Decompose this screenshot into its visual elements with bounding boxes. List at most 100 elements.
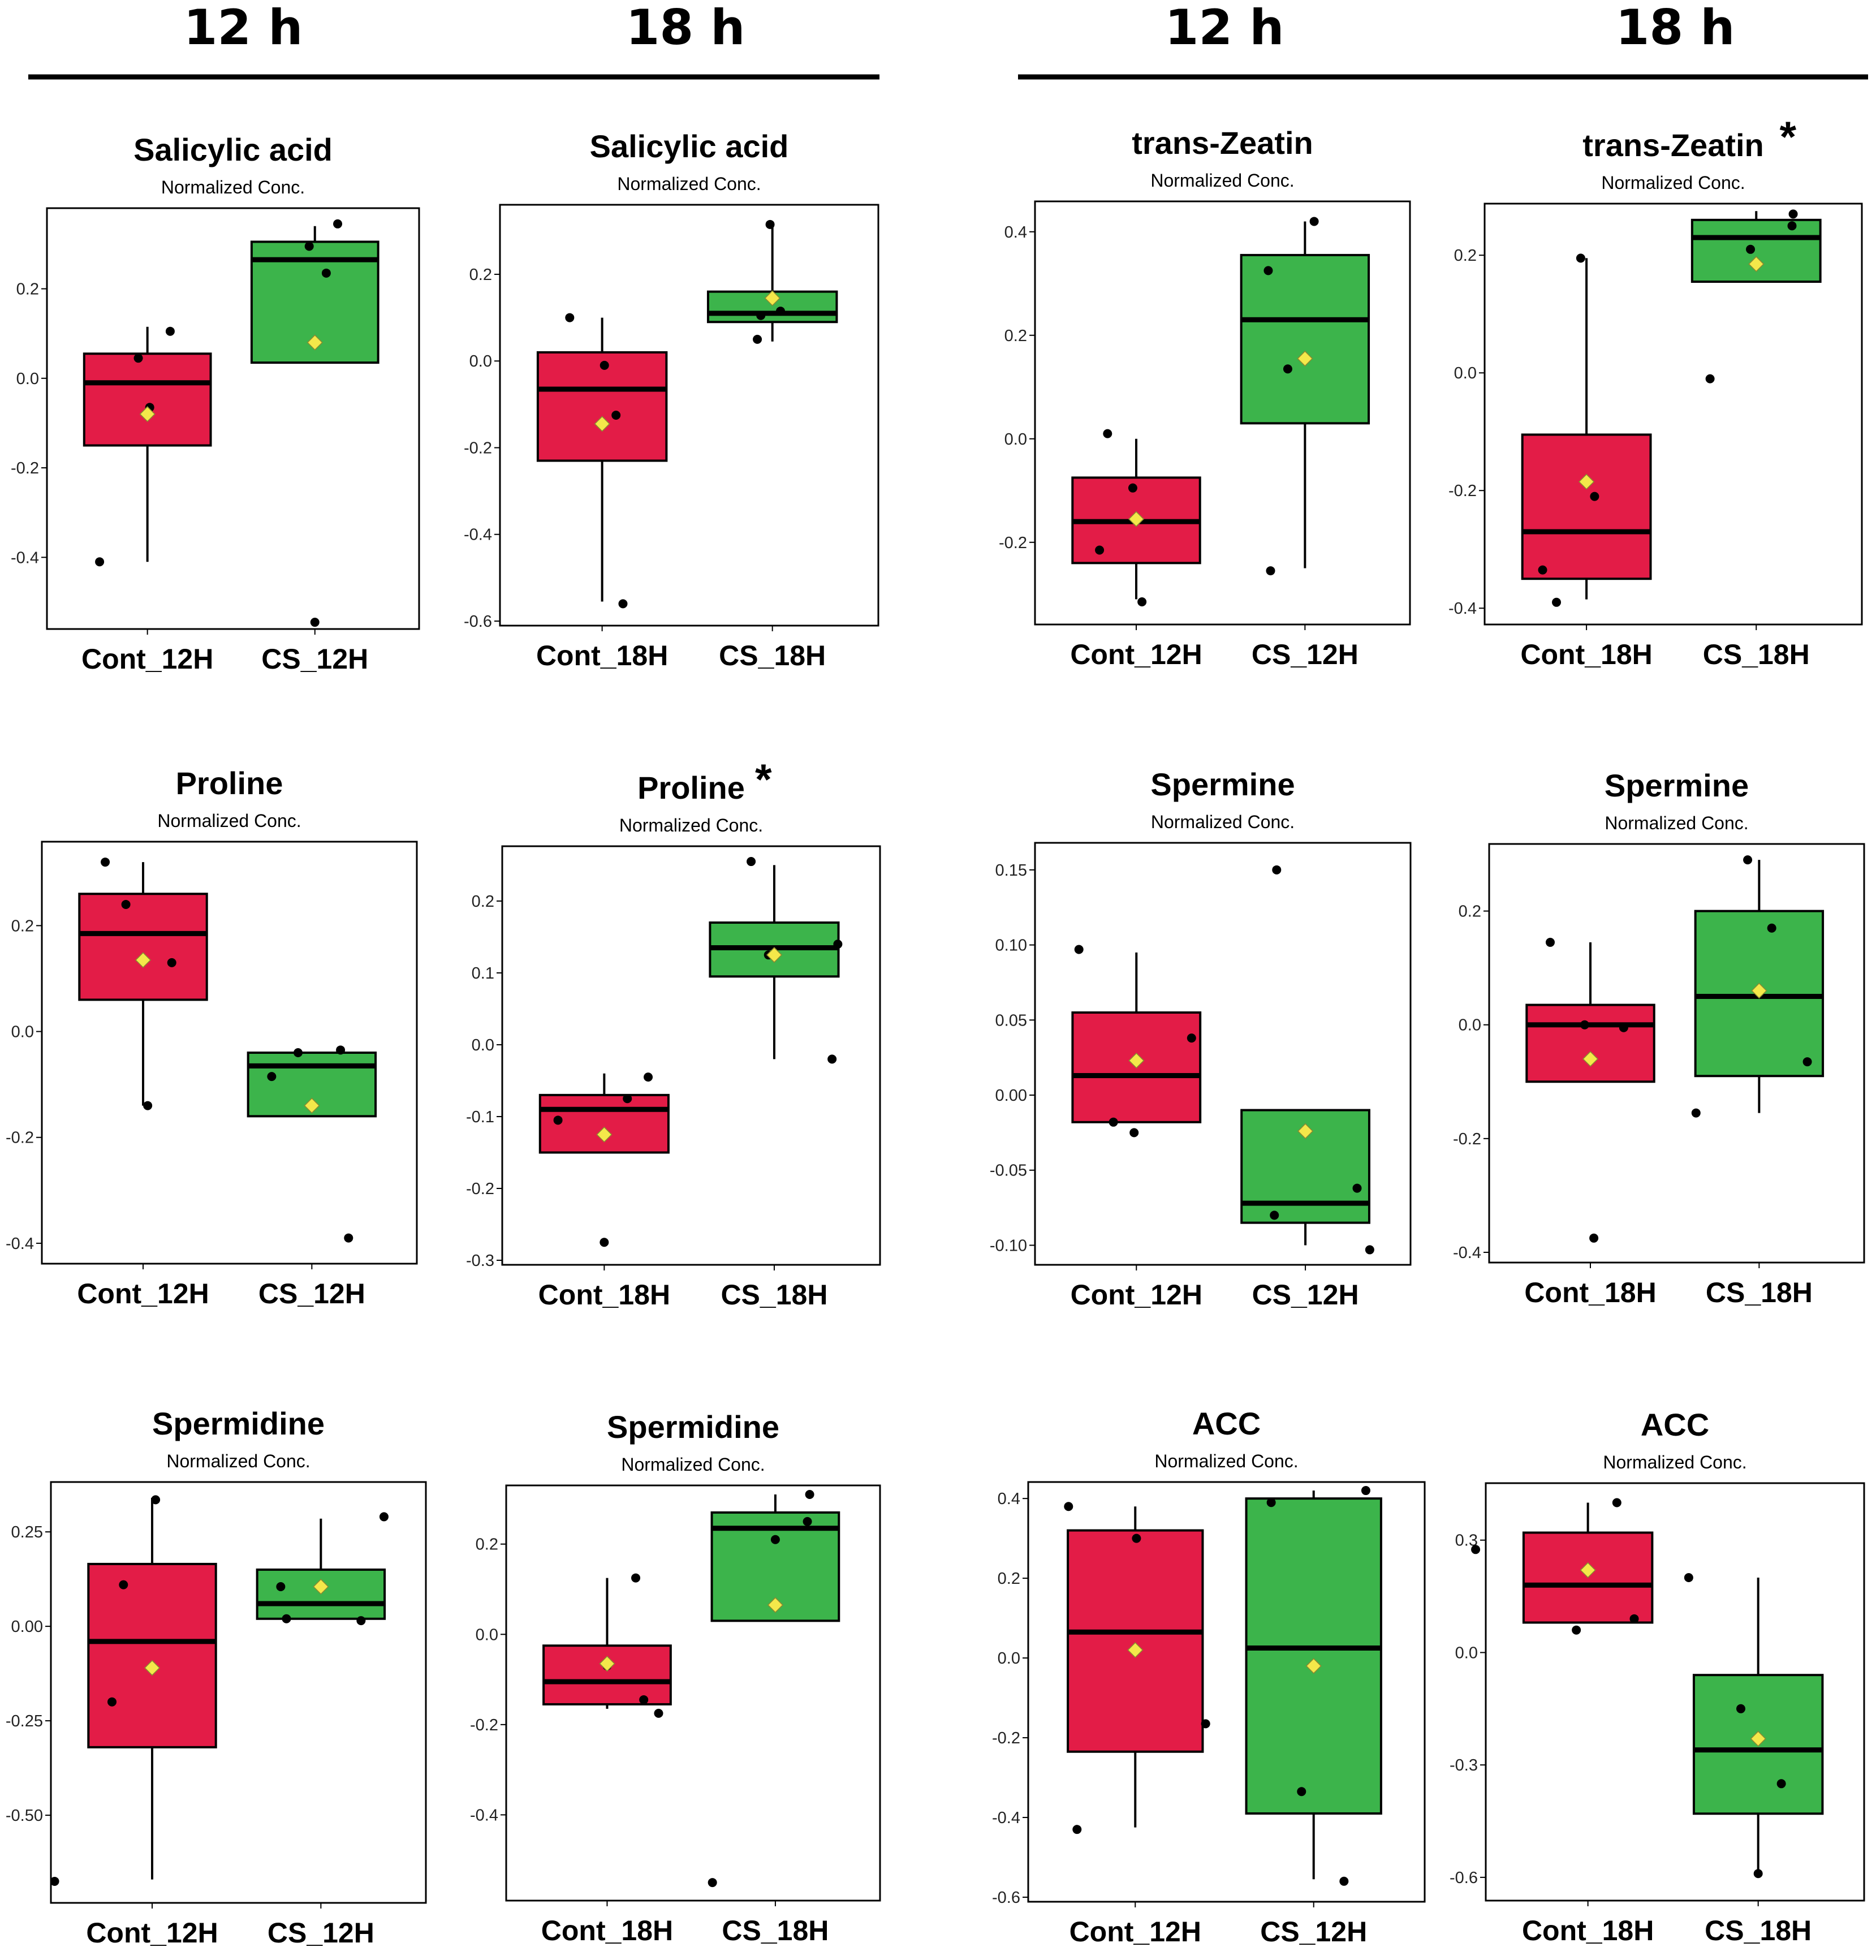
y-tick-label: -0.25: [6, 1712, 43, 1730]
y-tick-label: 0.4: [1004, 223, 1027, 242]
data-point: [1270, 1211, 1279, 1220]
panel-title: Proline: [176, 765, 283, 801]
x-category-label: Cont_12H: [86, 1917, 218, 1949]
y-tick-label: 0.0: [16, 370, 39, 388]
panel-title: Salicylic acid: [590, 128, 789, 164]
data-point: [1129, 1128, 1139, 1138]
box-Cont_18H: [542, 1644, 672, 1705]
data-point: [765, 219, 775, 229]
data-point: [600, 360, 609, 370]
header-left-18h: 18 h: [626, 0, 745, 56]
y-tick-label: -0.2: [6, 1129, 34, 1147]
y-tick-label: 0.0: [1004, 430, 1027, 449]
data-point: [833, 940, 843, 949]
data-point: [1309, 217, 1319, 226]
y-tick-label: 0.2: [1454, 247, 1477, 265]
data-point: [1201, 1719, 1210, 1729]
box-Cont_18H: [536, 351, 668, 462]
x-category-label: Cont_18H: [1524, 1277, 1656, 1308]
data-point: [708, 1878, 717, 1888]
y-tick-label: -0.4: [6, 1235, 34, 1253]
box-CS_12H: [1240, 253, 1370, 425]
y-tick-label: 0.05: [995, 1011, 1027, 1029]
data-point: [1137, 597, 1147, 606]
data-point: [747, 857, 756, 867]
mean-marker: [307, 334, 323, 351]
data-point: [50, 1876, 59, 1886]
y-tick-label: -0.3: [466, 1252, 494, 1270]
y-tick-label: 0.4: [998, 1490, 1020, 1508]
data-point: [1538, 565, 1547, 575]
data-point: [1572, 1625, 1581, 1635]
data-point: [344, 1233, 353, 1243]
chart-panel: ACC Normalized Conc. -0.6 -0.4 -0.2 0.0 0.2 0.4…: [992, 1406, 1426, 1948]
chart-panel: Proline Normalized Conc. -0.4 -0.2 0.0 0.2 Con…: [6, 765, 418, 1309]
data-point: [95, 557, 105, 567]
mean-marker: [1297, 350, 1313, 367]
data-point: [805, 1489, 814, 1499]
y-tick-label: 0.2: [472, 893, 494, 911]
data-point: [1103, 429, 1112, 438]
data-point: [133, 354, 143, 363]
y-tick-label: 0.25: [11, 1523, 43, 1541]
x-category-label: Cont_12H: [1071, 1279, 1202, 1311]
data-point: [770, 1535, 780, 1544]
x-category-label: Cont_12H: [81, 643, 213, 675]
mean-marker: [1750, 1730, 1766, 1747]
data-point: [1339, 1876, 1349, 1886]
y-tick-label: -0.4: [1448, 600, 1477, 618]
mean-marker: [139, 406, 156, 423]
panel-subtitle: Normalized Conc.: [617, 174, 761, 194]
y-tick-label: -0.2: [11, 459, 39, 477]
box-Cont_18H: [538, 1093, 670, 1154]
y-tick-label: -0.2: [992, 1729, 1020, 1747]
data-point: [1187, 1033, 1196, 1043]
data-point: [1691, 1108, 1701, 1118]
box-CS_12H: [1245, 1497, 1382, 1815]
plot-frame: [501, 845, 881, 1266]
data-point: [1263, 266, 1273, 275]
mean-marker: [766, 947, 783, 963]
chart-panel: Spermine Normalized Conc. -0.10 -0.05 0.00 0.…: [990, 766, 1412, 1311]
mean-marker: [1748, 256, 1765, 272]
data-point: [294, 1048, 303, 1057]
mean-marker: [764, 290, 780, 307]
chart-panel: trans-Zeatin * Normalized Conc. -0.4 -0.2 0.0…: [1448, 113, 1863, 670]
x-category-label: CS_18H: [1706, 1277, 1813, 1308]
data-point: [827, 1054, 837, 1064]
x-category-label: CS_12H: [1260, 1916, 1367, 1948]
data-point: [644, 1072, 653, 1082]
data-point: [336, 1045, 346, 1055]
data-point: [600, 1238, 609, 1247]
x-category-label: Cont_12H: [77, 1278, 209, 1309]
y-tick-label: 0.0: [1455, 1644, 1478, 1662]
panel-subtitle: Normalized Conc.: [621, 1454, 765, 1475]
data-point: [639, 1695, 649, 1704]
y-tick-label: -0.4: [464, 526, 492, 544]
data-point: [1109, 1117, 1118, 1127]
panel-title: Salicylic acid: [133, 132, 333, 167]
data-point: [1361, 1486, 1370, 1496]
data-point: [1266, 1498, 1276, 1507]
y-tick-label: 0.0: [472, 1036, 494, 1054]
panel-title: Spermine: [1150, 766, 1295, 802]
y-tick-label: -0.2: [470, 1716, 498, 1734]
panel-subtitle: Normalized Conc.: [1601, 173, 1745, 193]
data-point: [1684, 1573, 1693, 1582]
data-point: [356, 1616, 366, 1626]
y-tick-label: 0.2: [1459, 903, 1481, 921]
data-point: [1788, 209, 1798, 219]
y-tick-label: 0.0: [1459, 1016, 1481, 1035]
mean-marker: [1579, 473, 1595, 490]
data-point: [1283, 364, 1292, 374]
panel-title: trans-Zeatin: [1582, 127, 1764, 163]
data-point: [1589, 1233, 1599, 1243]
header-left-12h: 12 h: [184, 0, 303, 56]
y-tick-label: 0.0: [11, 1023, 34, 1041]
x-category-label: CS_18H: [1703, 639, 1810, 670]
y-tick-label: -0.4: [992, 1809, 1020, 1827]
x-category-label: CS_18H: [721, 1279, 827, 1311]
mean-marker: [135, 952, 152, 968]
data-point: [1297, 1787, 1306, 1797]
data-point: [282, 1614, 291, 1623]
